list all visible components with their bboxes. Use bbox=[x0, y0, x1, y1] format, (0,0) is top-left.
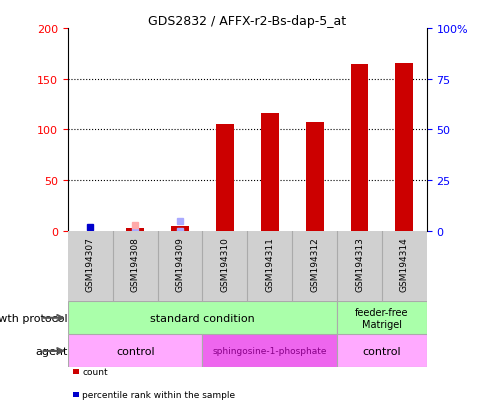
Text: feeder-free
Matrigel: feeder-free Matrigel bbox=[354, 307, 408, 329]
Text: growth protocol: growth protocol bbox=[0, 313, 68, 323]
Text: GSM194312: GSM194312 bbox=[309, 237, 318, 292]
Bar bbox=[215, 125, 233, 231]
Title: GDS2832 / AFFX-r2-Bs-dap-5_at: GDS2832 / AFFX-r2-Bs-dap-5_at bbox=[148, 15, 346, 28]
Text: GSM194313: GSM194313 bbox=[354, 237, 363, 292]
Text: count: count bbox=[82, 367, 108, 376]
Bar bbox=[260, 114, 278, 231]
Bar bbox=[350, 65, 368, 231]
Bar bbox=[126, 228, 144, 231]
Text: GSM194311: GSM194311 bbox=[265, 237, 274, 292]
Text: percentile rank within the sample: percentile rank within the sample bbox=[82, 390, 235, 399]
Bar bbox=[394, 64, 412, 231]
Bar bbox=[68, 301, 336, 335]
Text: GSM194309: GSM194309 bbox=[175, 237, 184, 292]
Text: standard condition: standard condition bbox=[150, 313, 254, 323]
Text: GSM194308: GSM194308 bbox=[130, 237, 139, 292]
Bar bbox=[305, 123, 323, 231]
Bar bbox=[336, 335, 426, 368]
Text: control: control bbox=[362, 346, 400, 356]
Text: agent: agent bbox=[35, 346, 68, 356]
Text: GSM194310: GSM194310 bbox=[220, 237, 229, 292]
Text: GSM194307: GSM194307 bbox=[86, 237, 95, 292]
Bar bbox=[171, 226, 189, 231]
Text: GSM194314: GSM194314 bbox=[399, 237, 408, 292]
Bar bbox=[336, 301, 426, 335]
Bar bbox=[202, 335, 336, 368]
Text: sphingosine-1-phosphate: sphingosine-1-phosphate bbox=[212, 347, 326, 356]
Bar bbox=[68, 335, 202, 368]
Text: control: control bbox=[116, 346, 154, 356]
